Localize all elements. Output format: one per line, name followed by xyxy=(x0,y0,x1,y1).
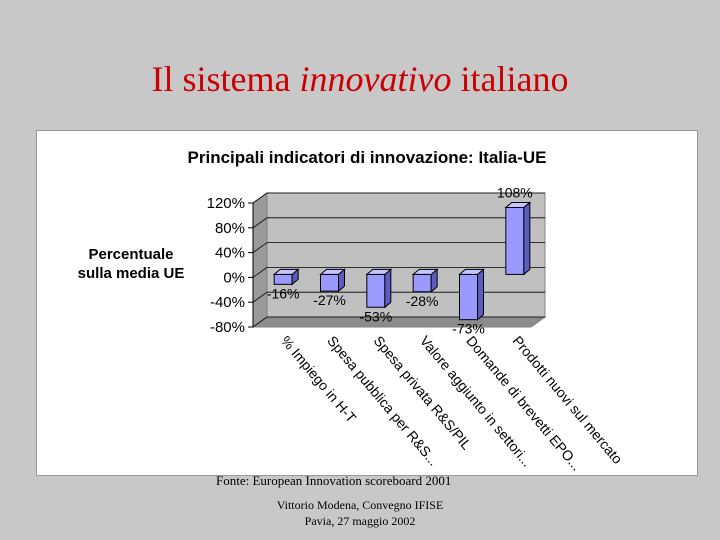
bar-top xyxy=(458,268,485,275)
floor xyxy=(251,316,547,328)
y-axis-label: Percentuale xyxy=(88,246,173,263)
slide-title: Il sistema innovativo italiano xyxy=(0,58,720,100)
bar-top xyxy=(411,268,439,275)
bar-top xyxy=(365,268,393,275)
y-tick-label: -40% xyxy=(210,294,245,311)
y-tick-label: 120% xyxy=(207,195,245,212)
data-label: 108% xyxy=(497,184,533,200)
chart-bar xyxy=(504,201,532,276)
bar-front xyxy=(320,273,339,292)
bar-front xyxy=(459,273,478,321)
chart-bar xyxy=(319,268,346,293)
chart-title: Principali indicatori di innovazione: It… xyxy=(188,148,547,167)
title-text-1: Il sistema xyxy=(151,59,300,99)
bar-front xyxy=(412,273,432,293)
gridline xyxy=(252,316,545,328)
data-label: -28% xyxy=(406,293,439,309)
data-label: -73% xyxy=(452,321,485,337)
bar-top xyxy=(319,268,346,275)
chart-svg: Principali indicatori di innovazione: It… xyxy=(78,148,626,473)
data-label: -27% xyxy=(313,292,346,308)
gridline xyxy=(252,192,545,204)
side-wall xyxy=(252,192,268,328)
chart-bar xyxy=(411,268,439,293)
chart-bar xyxy=(458,268,485,321)
title-text-italic: innovativo xyxy=(299,59,452,99)
gridline xyxy=(252,291,545,303)
bar-top xyxy=(504,201,532,208)
chart-frame: Principali indicatori di innovazione: It… xyxy=(36,130,698,476)
gridline xyxy=(252,242,545,253)
gridline xyxy=(252,266,545,278)
footer-author: Vittorio Modena, Convegno IFISE xyxy=(276,498,444,512)
y-tick-label: -80% xyxy=(210,319,245,336)
data-label: -16% xyxy=(267,285,300,301)
chart-bar xyxy=(365,268,393,309)
footer-date: Pavia, 27 maggio 2002 xyxy=(304,514,416,528)
bar-side xyxy=(477,268,484,321)
title-text-2: italiano xyxy=(451,59,569,99)
bar-side xyxy=(523,201,531,276)
bar-side xyxy=(384,268,392,309)
gridline xyxy=(252,217,545,229)
source-note: Fonte: European Innovation scoreboard 20… xyxy=(216,473,452,488)
y-tick-label: 0% xyxy=(223,269,245,286)
chart-bar xyxy=(272,268,300,286)
bar-front xyxy=(366,273,386,308)
y-tick-label: 80% xyxy=(215,220,245,237)
data-label: -53% xyxy=(359,308,392,324)
bar-front xyxy=(505,206,525,275)
y-tick-label: 40% xyxy=(215,245,245,262)
bar-top xyxy=(272,268,300,275)
bar-front xyxy=(273,273,293,285)
y-axis-label: sulla media UE xyxy=(78,265,185,282)
